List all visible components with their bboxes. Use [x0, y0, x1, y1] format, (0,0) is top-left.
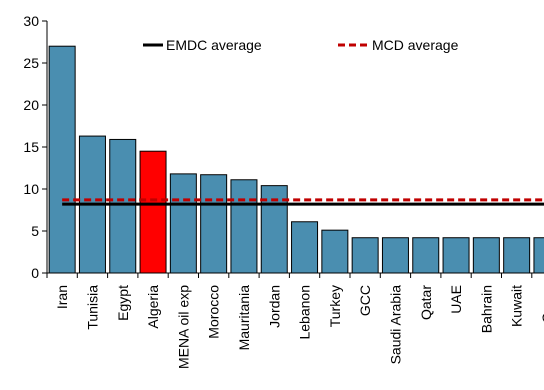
bar — [48, 45, 76, 274]
y-tick-label: 10 — [23, 181, 39, 197]
y-tick-label: 0 — [31, 265, 39, 281]
x-tick-label: Oman — [539, 285, 544, 323]
y-tick-label: 25 — [23, 55, 39, 71]
legend-label-emdc: EMDC average — [166, 37, 262, 53]
bar — [230, 179, 258, 274]
legend-label-mcd: MCD average — [372, 37, 459, 53]
bar — [200, 174, 228, 274]
x-tick-label: Turkey — [327, 285, 343, 327]
x-tick-label: Morocco — [206, 285, 222, 339]
x-axis: Iran Tunisia Egypt Algeria MENA oil exp Moroc… — [46, 272, 544, 369]
y-tick-label: 20 — [23, 97, 39, 113]
y-tick-label: 5 — [31, 223, 39, 239]
y-tick-label: 15 — [23, 139, 39, 155]
x-tick-label: Tunisia — [84, 285, 100, 330]
x-tick-label: Qatar — [418, 285, 434, 320]
x-tick-label: Lebanon — [297, 285, 313, 340]
x-tick-label: Iran — [54, 285, 70, 309]
x-tick-label: Algeria — [145, 285, 161, 329]
legend: EMDC average MCD average — [143, 37, 459, 53]
bar — [139, 150, 167, 274]
bar — [169, 173, 197, 274]
bar — [442, 237, 470, 274]
x-tick-label: Egypt — [115, 285, 131, 321]
y-tick-label: 30 — [23, 13, 39, 29]
x-tick-label: Bahrain — [478, 285, 494, 333]
bar — [472, 237, 500, 274]
bar — [351, 237, 379, 274]
bar — [321, 229, 349, 274]
bars — [48, 45, 544, 274]
y-axis: 0 5 10 15 20 25 30 — [23, 13, 48, 281]
reference-lines — [62, 198, 544, 206]
x-tick-label: Jordan — [266, 285, 282, 328]
x-tick-label: Kuwait — [509, 285, 525, 327]
x-tick-label: UAE — [448, 285, 464, 314]
x-tick-label: Mauritania — [236, 285, 252, 351]
bar — [533, 237, 544, 274]
bar — [503, 237, 531, 274]
bar — [381, 237, 409, 274]
bar — [412, 237, 440, 274]
x-tick-label: Saudi Arabia — [387, 285, 403, 365]
bar — [109, 138, 137, 274]
x-tick-label: GCC — [357, 285, 373, 316]
bar — [291, 221, 319, 274]
x-tick-label: MENA oil exp — [175, 285, 191, 369]
